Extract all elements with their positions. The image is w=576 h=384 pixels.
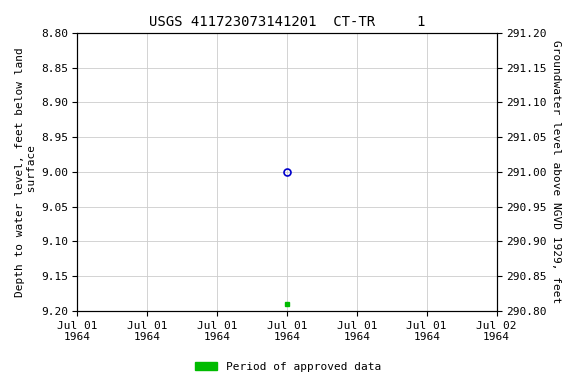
Y-axis label: Groundwater level above NGVD 1929, feet: Groundwater level above NGVD 1929, feet	[551, 40, 561, 303]
Legend: Period of approved data: Period of approved data	[191, 358, 385, 377]
Y-axis label: Depth to water level, feet below land
 surface: Depth to water level, feet below land su…	[15, 47, 37, 297]
Title: USGS 411723073141201  CT-TR     1: USGS 411723073141201 CT-TR 1	[149, 15, 425, 29]
